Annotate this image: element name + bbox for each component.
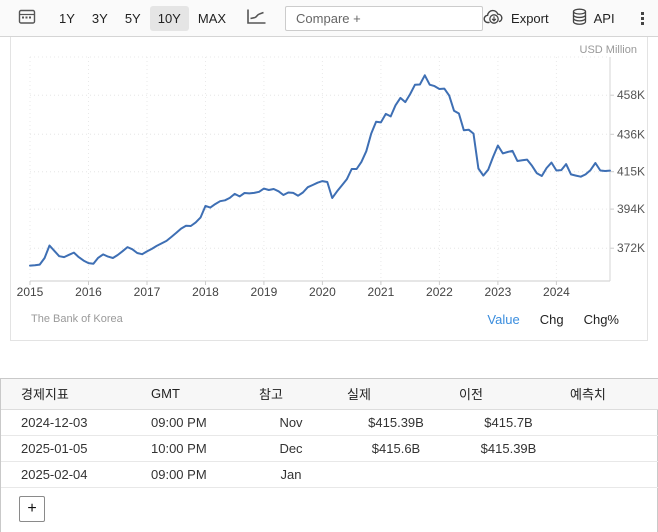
y-axis-label: 415K xyxy=(617,165,645,179)
y-axis-label: 436K xyxy=(617,127,645,141)
table-cell: $415.39B xyxy=(341,409,451,436)
chg-link[interactable]: Chg xyxy=(539,312,564,327)
calendar-icon xyxy=(18,8,37,28)
economic-calendar: 경제지표 GMT 참고 실제 이전 예측치 2024-12-03 09:00 PM Nov $4… xyxy=(0,378,658,532)
value-link[interactable]: Value xyxy=(487,312,520,327)
range-button-3y[interactable]: 3Y xyxy=(84,6,116,31)
line-chart[interactable]: 2015 2016 2017 2018 2019 2020 2021 2022 2023 2024… xyxy=(11,37,649,305)
x-axis-label: 2019 xyxy=(251,285,278,299)
table-cell xyxy=(566,409,658,436)
table-row[interactable]: 2025-02-04 09:00 PM Jan xyxy=(1,461,658,488)
column-header: GMT xyxy=(131,379,241,410)
table-cell: 10:00 PM xyxy=(131,435,241,462)
x-axis-label: 2015 xyxy=(17,285,44,299)
kebab-dot xyxy=(640,21,644,25)
api-button[interactable]: API xyxy=(571,8,615,29)
line-chart-icon xyxy=(246,8,267,28)
table-cell: 2024-12-03 xyxy=(1,409,131,436)
table-row[interactable]: 2024-12-03 09:00 PM Nov $415.39B $415.7B xyxy=(1,409,658,436)
table-cell xyxy=(341,461,451,488)
kebab-dot xyxy=(640,16,644,20)
y-axis-label: 394K xyxy=(617,202,645,216)
x-axis-label: 2017 xyxy=(134,285,161,299)
table-cell: 2025-02-04 xyxy=(1,461,131,488)
table-cell: $415.39B xyxy=(451,435,566,462)
table-cell: Nov xyxy=(241,409,341,436)
table-cell: Jan xyxy=(241,461,341,488)
range-button-5y[interactable]: 5Y xyxy=(117,6,149,31)
table-cell xyxy=(566,435,658,462)
calendar-footer: + xyxy=(1,488,657,532)
calendar-table: 경제지표 GMT 참고 실제 이전 예측치 2024-12-03 09:00 PM Nov $4… xyxy=(1,379,658,488)
table-cell xyxy=(451,461,566,488)
table-cell xyxy=(566,461,658,488)
toolbar-right-group: Export API xyxy=(483,8,648,29)
table-cell: 09:00 PM xyxy=(131,409,241,436)
column-header: 참고 xyxy=(241,379,341,410)
database-icon xyxy=(571,8,588,29)
table-cell: 2025-01-05 xyxy=(1,435,131,462)
column-header: 이전 xyxy=(451,379,566,410)
x-axis-label: 2018 xyxy=(192,285,219,299)
y-axis-label: 372K xyxy=(617,241,645,255)
column-header: 실제 xyxy=(341,379,451,410)
chart-panel: USD Million 2015 2016 2017 2018 2019 2020 2021… xyxy=(10,37,648,341)
range-button-max[interactable]: MAX xyxy=(190,6,234,31)
range-button-1y[interactable]: 1Y xyxy=(51,6,83,31)
more-options-button[interactable] xyxy=(637,10,648,27)
api-label: API xyxy=(593,10,615,26)
calendar-header-row: 경제지표 GMT 참고 실제 이전 예측치 xyxy=(1,379,658,410)
kebab-dot xyxy=(640,11,644,15)
y-axis-unit-label: USD Million xyxy=(579,44,637,56)
column-header: 경제지표 xyxy=(1,379,131,410)
table-cell: 09:00 PM xyxy=(131,461,241,488)
range-button-10y[interactable]: 10Y xyxy=(149,5,189,31)
series-mode-links: Value Chg Chg% xyxy=(487,312,619,327)
compare-input[interactable] xyxy=(285,5,484,31)
data-series-line xyxy=(29,74,611,267)
table-cell: $415.7B xyxy=(451,409,566,436)
export-cloud-icon xyxy=(483,9,505,28)
column-header: 예측치 xyxy=(566,379,658,410)
table-cell: $415.6B xyxy=(341,435,451,462)
y-axis-label: 458K xyxy=(617,88,645,102)
x-axis-label: 2022 xyxy=(426,285,453,299)
table-row[interactable]: 2025-01-05 10:00 PM Dec $415.6B $415.39B xyxy=(1,435,658,462)
x-axis-label: 2024 xyxy=(543,285,570,299)
x-axis-label: 2023 xyxy=(485,285,512,299)
add-indicator-button[interactable]: + xyxy=(19,495,45,522)
table-cell: Dec xyxy=(241,435,341,462)
chart-type-button[interactable] xyxy=(244,6,269,30)
x-axis-label: 2020 xyxy=(309,285,336,299)
source-label: The Bank of Korea xyxy=(31,313,123,325)
x-axis-label: 2016 xyxy=(75,285,102,299)
x-axis-label: 2021 xyxy=(368,285,395,299)
chg-pct-link[interactable]: Chg% xyxy=(583,312,619,327)
range-buttons: 1Y 3Y 5Y 10Y MAX xyxy=(51,5,234,31)
export-button[interactable]: Export xyxy=(483,9,549,28)
date-range-picker-button[interactable] xyxy=(16,6,39,30)
export-label: Export xyxy=(511,10,549,26)
